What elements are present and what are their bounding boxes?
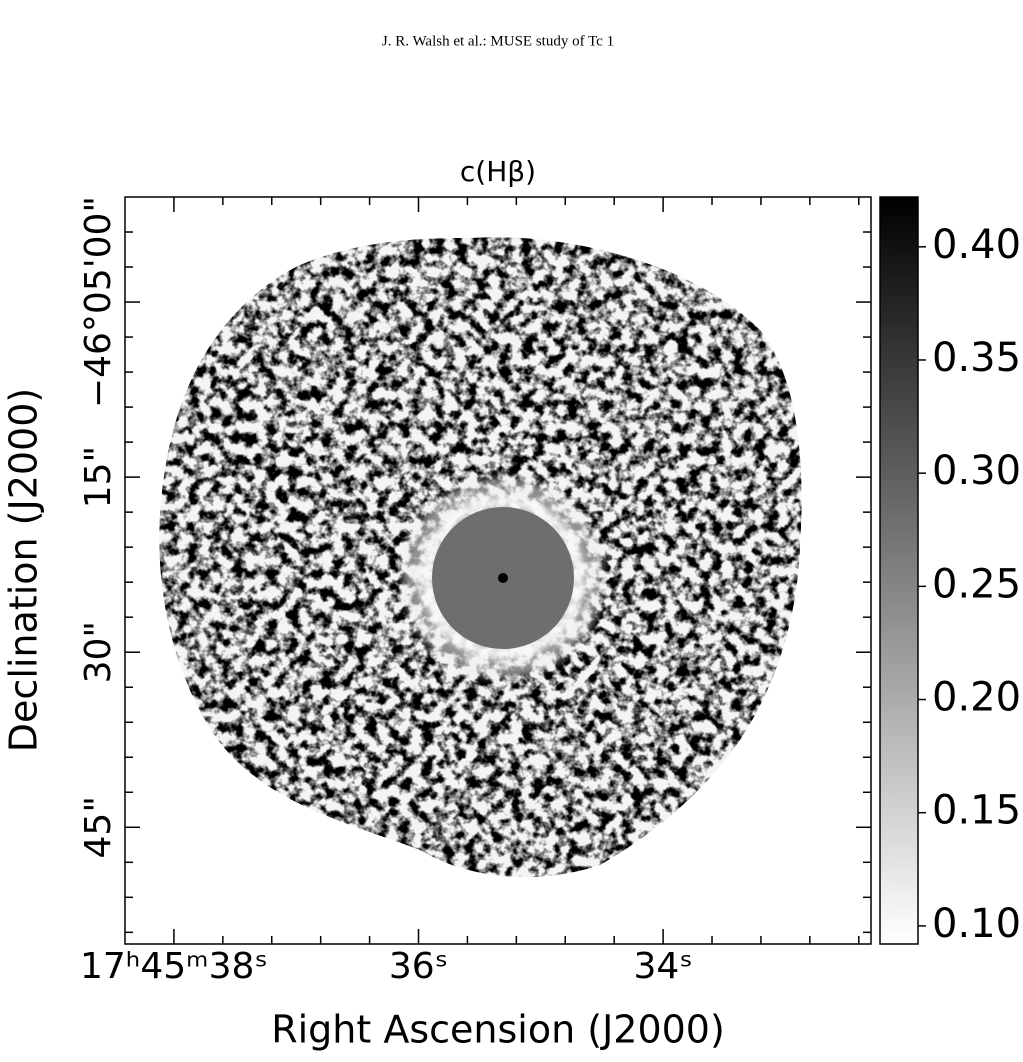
y-tick-label: 30" bbox=[78, 621, 119, 683]
colorbar-tick-label: 0.20 bbox=[932, 675, 1021, 721]
colorbar-tick-label: 0.35 bbox=[932, 335, 1021, 381]
y-tick-label: 15" bbox=[78, 446, 119, 508]
x-axis-label: Right Ascension (J2000) bbox=[271, 1008, 725, 1052]
colorbar-tick-label: 0.40 bbox=[932, 222, 1021, 268]
axes-frame bbox=[124, 196, 872, 945]
colorbar-tick-label: 0.15 bbox=[932, 788, 1021, 834]
x-tick-label: 17ʰ45ᵐ38ˢ bbox=[80, 946, 268, 987]
chart-title: c(Hβ) bbox=[460, 155, 536, 188]
colorbar-tick-label: 0.30 bbox=[932, 448, 1021, 494]
y-axis-label: Declination (J2000) bbox=[2, 388, 46, 752]
colorbar-tick-label: 0.25 bbox=[932, 561, 1021, 607]
colorbar bbox=[879, 196, 919, 945]
nebula-ring bbox=[422, 497, 584, 659]
x-tick-label: 36ˢ bbox=[389, 946, 448, 987]
y-tick-label: −46°05'00" bbox=[78, 196, 119, 408]
colorbar-tick-label: 0.10 bbox=[932, 901, 1021, 947]
x-tick-label: 34ˢ bbox=[633, 946, 692, 987]
y-tick-label: 45" bbox=[78, 796, 119, 858]
central-star bbox=[498, 573, 508, 583]
running-header: J. R. Walsh et al.: MUSE study of Tc 1 bbox=[382, 33, 614, 49]
